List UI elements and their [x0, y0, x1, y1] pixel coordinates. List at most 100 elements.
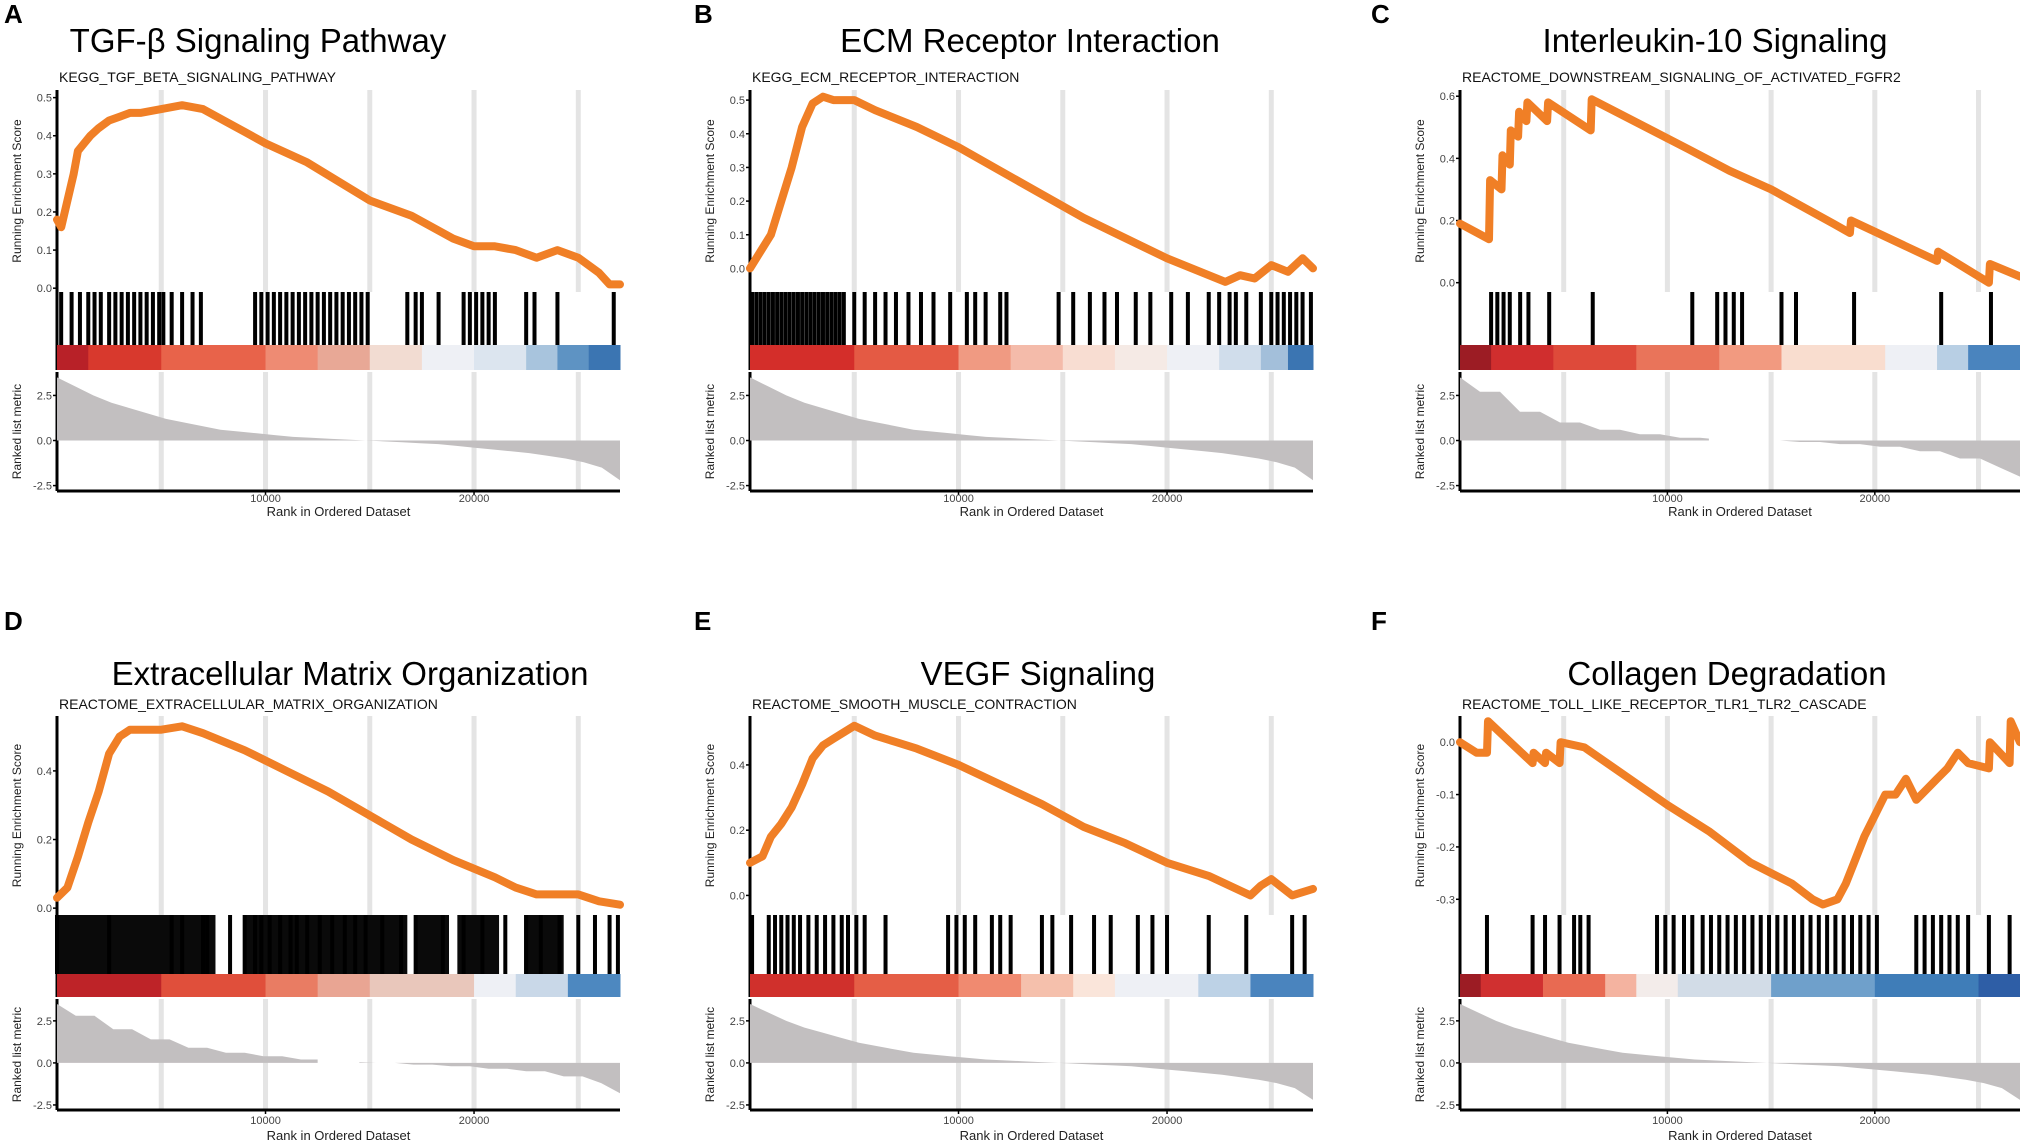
- chart-subtitle: KEGG_TGF_BETA_SIGNALING_PATHWAY: [59, 69, 337, 85]
- es-y-tick-label: 0.0: [1440, 737, 1455, 749]
- x-tick-label: 10000: [250, 1115, 281, 1127]
- x-axis-label: Rank in Ordered Dataset: [267, 504, 411, 519]
- enrichment-score-line: [1456, 717, 2020, 909]
- es-y-tick-label: 0.4: [730, 760, 745, 772]
- heat-band: [1885, 345, 1938, 370]
- es-y-tick-label: 0.0: [37, 903, 52, 915]
- chart-title: Extracellular Matrix Organization: [112, 655, 589, 692]
- metric-y-tick-label: 2.5: [730, 390, 745, 402]
- metric-y-tick-label: 0.0: [730, 436, 745, 448]
- metric-gap: [1708, 431, 1767, 450]
- heat-band: [750, 974, 855, 997]
- metric-y-tick-label: -2.5: [33, 481, 52, 493]
- heat-band: [1771, 974, 1876, 997]
- heat-band: [1542, 974, 1606, 997]
- metric-y-axis-label: Ranked list metric: [703, 1007, 717, 1102]
- x-tick-label: 10000: [1652, 493, 1683, 505]
- heat-band: [369, 974, 475, 997]
- chart-subtitle: REACTOME_SMOOTH_MUSCLE_CONTRACTION: [752, 696, 1077, 712]
- metric-y-tick-label: 0.0: [730, 1058, 745, 1070]
- metric-y-tick-label: 2.5: [1440, 1016, 1455, 1028]
- heat-band: [474, 974, 517, 997]
- es-y-tick-label: 0.0: [37, 283, 52, 295]
- heat-band: [1114, 974, 1199, 997]
- es-y-tick-label: -0.2: [1436, 842, 1455, 854]
- es-y-tick-label: 0.5: [730, 95, 745, 107]
- heat-band: [317, 345, 371, 370]
- es-y-axis-label: Running Enrichment Score: [1413, 743, 1427, 887]
- heat-band: [1460, 345, 1492, 370]
- chart-subtitle: KEGG_ECM_RECEPTOR_INTERACTION: [752, 69, 1019, 85]
- heat-band: [526, 345, 558, 370]
- heat-band: [1250, 974, 1314, 997]
- heat-band: [421, 345, 475, 370]
- metric-y-tick-label: -2.5: [1436, 1100, 1455, 1112]
- heat-band: [161, 974, 267, 997]
- heat-band: [1605, 974, 1637, 997]
- x-tick-label: 20000: [459, 493, 490, 505]
- metric-gap: [317, 1054, 360, 1072]
- metric-y-tick-label: 0.0: [1440, 1058, 1455, 1070]
- es-y-tick-label: 0.0: [730, 890, 745, 902]
- es-y-axis-label: Running Enrichment Score: [10, 743, 24, 887]
- x-tick-label: 20000: [1860, 493, 1891, 505]
- x-tick-label: 20000: [1152, 493, 1183, 505]
- chart-subtitle: REACTOME_EXTRACELLULAR_MATRIX_ORGANIZATI…: [59, 696, 438, 712]
- panel-d: D Extracellular Matrix Organization REACTO…: [4, 606, 624, 1143]
- es-y-tick-label: 0.4: [37, 766, 52, 778]
- es-y-tick-label: 0.2: [730, 825, 745, 837]
- metric-y-tick-label: 2.5: [37, 1016, 52, 1028]
- es-y-tick-label: 0.3: [37, 169, 52, 181]
- es-y-axis-label: Running Enrichment Score: [1413, 119, 1427, 263]
- enrichment-score-line: [53, 722, 624, 909]
- chart-title: TGF-β Signaling Pathway: [70, 22, 447, 59]
- heat-band: [317, 974, 371, 997]
- panel-letter: B: [694, 0, 713, 29]
- x-axis-label: Rank in Ordered Dataset: [960, 504, 1104, 519]
- metric-y-tick-label: 2.5: [1440, 390, 1455, 402]
- heat-band: [958, 974, 1022, 997]
- ranked-metric-area: [750, 377, 1313, 481]
- x-tick-label: 10000: [250, 493, 281, 505]
- gene-hit-block: [244, 915, 408, 974]
- es-y-axis-label: Running Enrichment Score: [703, 743, 717, 887]
- heat-band: [1073, 974, 1116, 997]
- heat-band: [1114, 345, 1168, 370]
- heat-band: [557, 345, 590, 370]
- chart-subtitle: REACTOME_TOLL_LIKE_RECEPTOR_TLR1_TLR2_CA…: [1462, 696, 1867, 712]
- heat-band: [57, 345, 89, 370]
- gene-hit-block: [57, 915, 216, 974]
- panel-letter: A: [4, 0, 23, 29]
- x-axis-label: Rank in Ordered Dataset: [1668, 1128, 1812, 1143]
- chart-title: ECM Receptor Interaction: [840, 22, 1220, 59]
- heat-band: [1874, 974, 1980, 997]
- heat-band: [1937, 345, 1969, 370]
- x-tick-label: 10000: [943, 493, 974, 505]
- metric-y-tick-label: 2.5: [730, 1016, 745, 1028]
- heat-band: [265, 974, 319, 997]
- enrichment-score-line: [53, 101, 624, 289]
- heat-band: [1491, 345, 1554, 370]
- heat-band: [1636, 345, 1720, 370]
- x-tick-label: 20000: [1152, 1115, 1183, 1127]
- es-y-axis-label: Running Enrichment Score: [703, 119, 717, 263]
- heat-band: [57, 974, 162, 997]
- heat-band: [1636, 974, 1679, 997]
- heat-band: [588, 345, 621, 370]
- gene-hit-block: [524, 915, 564, 974]
- es-y-tick-label: 0.2: [1440, 216, 1455, 228]
- heat-band: [1978, 974, 2020, 997]
- panel-letter: E: [694, 606, 711, 636]
- ranked-metric-area: [57, 1004, 620, 1094]
- es-y-tick-label: 0.2: [37, 207, 52, 219]
- es-y-tick-label: 0.6: [1440, 91, 1455, 103]
- heat-band: [854, 345, 960, 370]
- enrichment-score-line: [746, 92, 1317, 286]
- ranked-metric-area: [57, 377, 620, 481]
- heat-band: [1287, 345, 1314, 370]
- chart-title: Interleukin-10 Signaling: [1543, 22, 1888, 59]
- es-y-tick-label: 0.4: [730, 129, 745, 141]
- panel-e: E VEGF Signaling REACTOME_SMOOTH_MUSCLE_CO…: [694, 606, 1317, 1143]
- x-tick-label: 10000: [1652, 1115, 1683, 1127]
- metric-y-tick-label: 0.0: [1440, 436, 1455, 448]
